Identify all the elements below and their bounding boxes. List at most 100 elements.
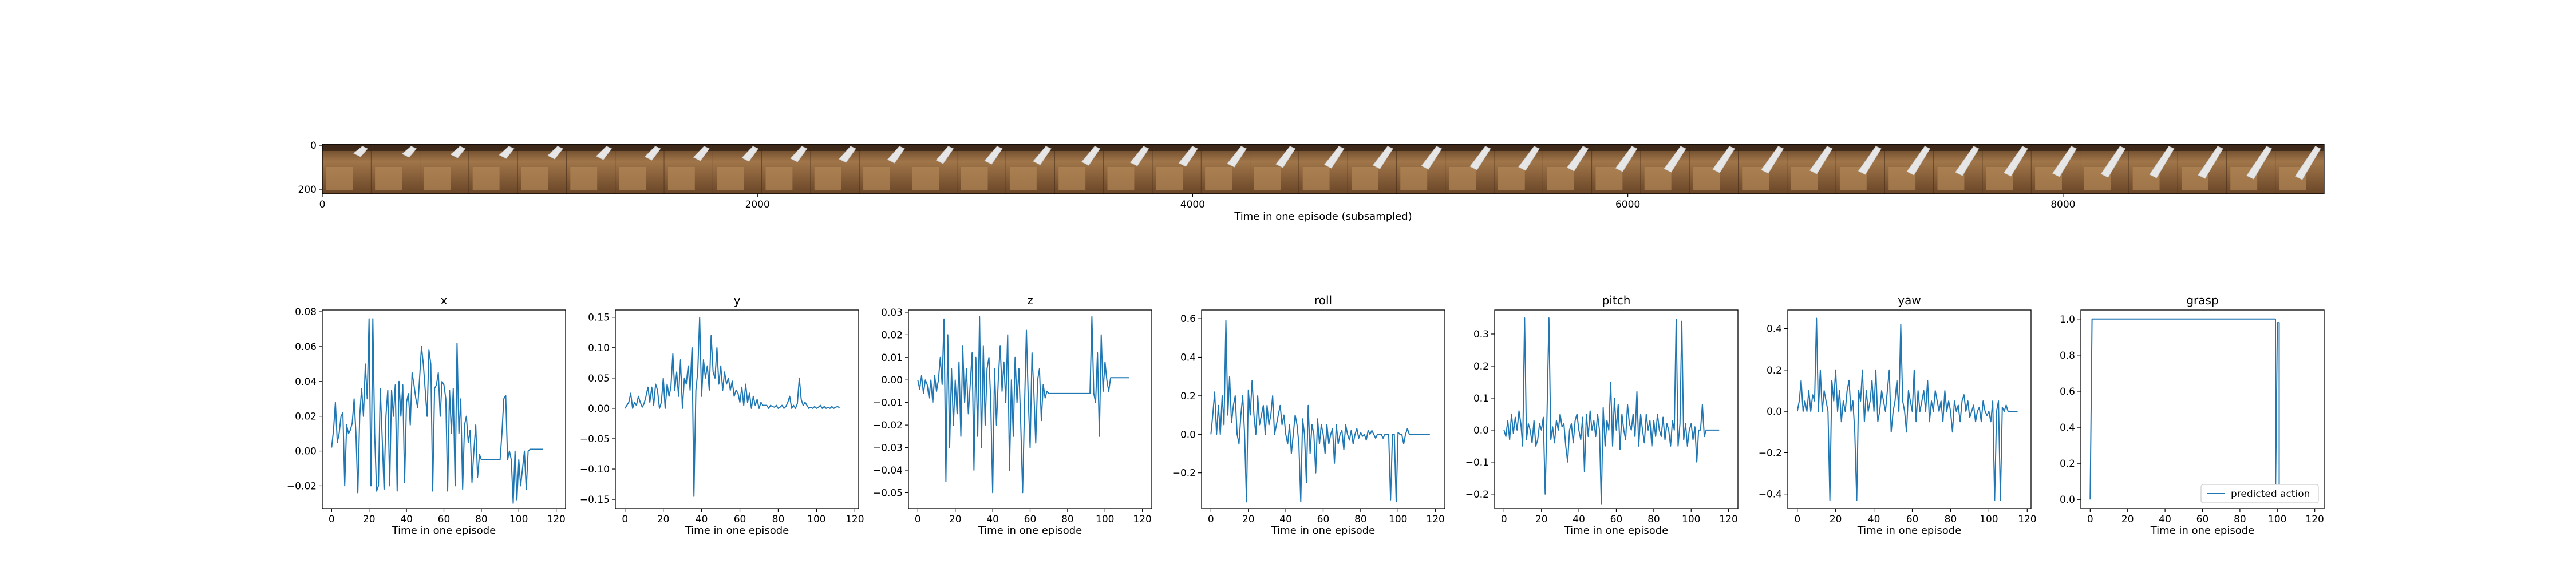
frame-shadow (1738, 144, 1788, 151)
plot-frame (1201, 309, 1445, 509)
robot-arm (1518, 146, 1540, 171)
episode-frame (2080, 144, 2129, 194)
robot-arm (887, 146, 905, 164)
robot-arm (1955, 146, 1980, 176)
robot-arm (790, 146, 808, 162)
plot-frame (1494, 309, 1739, 509)
frame-box (717, 167, 744, 190)
episode-frame (1103, 144, 1153, 194)
frame-box (1009, 167, 1037, 190)
episode-frame (1445, 144, 1495, 194)
frame-box (570, 167, 598, 190)
y-tick-label: −0.4 (1759, 489, 1782, 500)
x-tick-label: 80 (1354, 514, 1367, 525)
robot-arm (596, 146, 613, 160)
y-tick-label: −0.2 (1172, 468, 1196, 479)
episode-frame (1591, 144, 1641, 194)
frame-shadow (1250, 144, 1299, 151)
filmstrip-x-axis: 0 2000 4000 6000 8000 (319, 194, 2076, 210)
robot-arm (2198, 146, 2223, 179)
y-tick-label: 0.05 (588, 373, 610, 384)
episode-frame (468, 144, 518, 194)
chart-title: yaw (1898, 293, 1921, 307)
filmstrip-y-tick-label: 200 (298, 184, 317, 196)
x-tick-label: 40 (1279, 514, 1292, 525)
filmstrip-y-axis: 0 200 (298, 140, 322, 196)
x-tick-label: 0 (1208, 514, 1214, 525)
episode-frame (761, 144, 811, 194)
x-tick-label: 60 (1610, 514, 1623, 525)
frame-box (1205, 167, 1232, 190)
y-tick-label: −0.04 (873, 465, 903, 476)
episode-frame (615, 144, 665, 194)
x-tick-label: 80 (2234, 514, 2246, 525)
x-tick-label: 120 (2018, 514, 2036, 525)
x-tick-label: 80 (475, 514, 488, 525)
frame-box (961, 167, 988, 190)
x-tick-label: 20 (1535, 514, 1548, 525)
series-line (331, 318, 543, 504)
episode-frame (859, 144, 909, 194)
robot-arm (1227, 146, 1247, 168)
robot-arm (353, 146, 368, 157)
robot-arm (1129, 146, 1149, 166)
episode-frame (712, 144, 762, 194)
y-tick-label: 0.2 (2060, 458, 2075, 470)
episode-frame (810, 144, 860, 194)
y-tick-label: 0.10 (588, 343, 610, 354)
robot-arm (839, 146, 856, 163)
episode-frame (1737, 144, 1788, 194)
chart-title: x (441, 293, 448, 307)
y-tick-label: 0.00 (881, 375, 903, 386)
frame-box (1498, 167, 1525, 190)
episode-frame (1054, 144, 1104, 194)
chart-title: roll (1314, 293, 1332, 307)
episode-frame (370, 144, 421, 194)
robot-arm (499, 146, 515, 159)
y-tick-label: −0.02 (873, 420, 903, 431)
robot-arm (1275, 146, 1296, 168)
x-axis-label: Time in one episode (2150, 525, 2255, 537)
y-tick-label: 0.1 (1473, 393, 1489, 404)
frame-shadow (2080, 144, 2129, 151)
series-line (1210, 320, 1430, 503)
chart-title: grasp (2186, 293, 2218, 307)
robot-arm (2004, 146, 2028, 177)
episode-frame (908, 144, 958, 194)
frame-shadow (1054, 144, 1104, 151)
robot-arm (935, 146, 954, 164)
y-tick-label: 0.04 (295, 376, 317, 388)
x-axis-label: Time in one episode (978, 525, 1082, 537)
episode-frame (1689, 144, 1739, 194)
frame-shadow (1689, 144, 1739, 151)
legend: predicted action (2200, 484, 2319, 503)
x-tick-label: 60 (1024, 514, 1037, 525)
frame-shadow (1933, 144, 1983, 151)
frame-shadow (1103, 144, 1153, 151)
frame-shadow (761, 144, 811, 151)
frame-shadow (664, 144, 713, 151)
frame-shadow (1152, 144, 1202, 151)
frame-shadow (859, 144, 909, 151)
frame-box (667, 167, 695, 190)
robot-arm (2294, 146, 2321, 180)
x-tick-label: 20 (949, 514, 962, 525)
x-tick-label: 60 (1906, 514, 1919, 525)
y-tick-label: 0.00 (588, 403, 610, 415)
robot-arm (1858, 146, 1882, 175)
episode-frame (2177, 144, 2227, 194)
y-tick-label: −0.15 (580, 494, 610, 506)
y-tick-label: 0.03 (881, 307, 903, 319)
x-tick-label: 40 (400, 514, 413, 525)
x-axis-label: Time in one episode (1564, 525, 1669, 537)
x-tick-label: 100 (1389, 514, 1407, 525)
episode-frame (420, 144, 469, 194)
episode-frame (1347, 144, 1397, 194)
x-tick-label: 20 (1830, 514, 1842, 525)
x-tick-label: 80 (1647, 514, 1660, 525)
x-tick-label: 60 (1317, 514, 1330, 525)
frame-box (375, 167, 402, 190)
robot-arm (2100, 146, 2126, 178)
